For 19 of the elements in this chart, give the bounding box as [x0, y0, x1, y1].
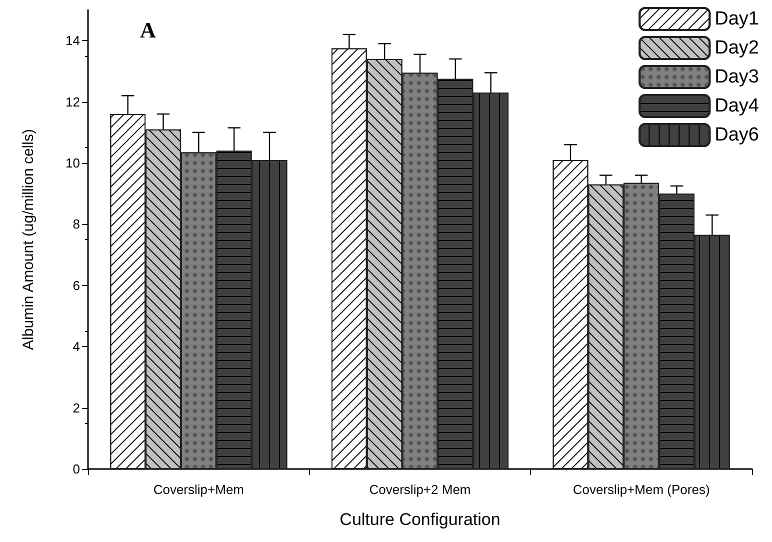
- x-tick-label: Coverslip+Mem (Pores): [572, 482, 710, 497]
- x-tick-label: Coverslip+Mem: [153, 482, 244, 497]
- y-axis-title: Albumin Amount (ug/million cells): [20, 129, 37, 350]
- y-tick-label: 2: [72, 400, 80, 416]
- chart-title: A: [140, 18, 156, 42]
- y-tick-label: 12: [66, 94, 80, 110]
- y-tick-label: 0: [72, 462, 80, 476]
- legend-label: Day2: [714, 38, 760, 58]
- legend-label: Day4: [714, 96, 760, 116]
- y-tick-label: 6: [72, 278, 80, 293]
- legend-label: Day6: [714, 124, 760, 146]
- legend-label: Day3: [714, 66, 760, 88]
- legend-label: Day1: [714, 8, 760, 30]
- x-axis-title: Culture Configuration: [340, 510, 500, 529]
- y-tick-label: 14: [66, 33, 80, 48]
- y-tick-label: 10: [66, 156, 80, 170]
- y-tick-label: 4: [72, 339, 80, 354]
- y-tick-label: 8: [72, 216, 80, 232]
- x-tick-label: Coverslip+2 Mem: [369, 482, 471, 497]
